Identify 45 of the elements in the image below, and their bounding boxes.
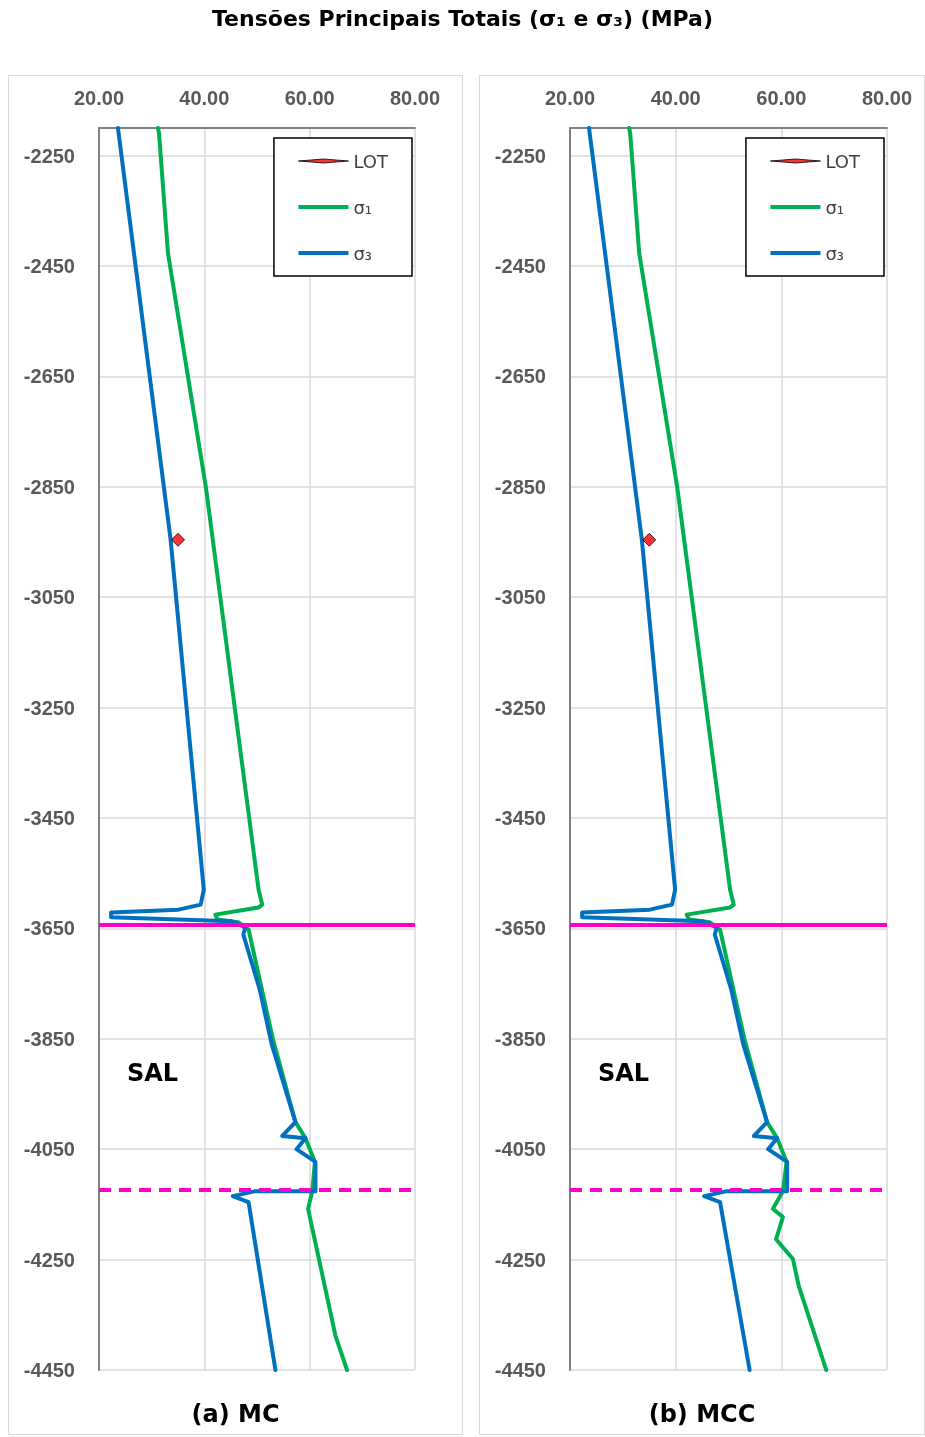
y-tick-label: -3850 [494,1027,546,1050]
y-tick-label: -2650 [494,365,546,388]
y-tick-label: -2250 [494,144,546,167]
x-tick-label: 60.00 [756,87,807,109]
y-tick-label: -4250 [23,1248,75,1271]
y-tick-label: -3050 [23,586,75,609]
y-tick-label: -4050 [494,1138,546,1161]
x-tick-label: 20.00 [73,87,125,109]
y-tick-label: -2450 [23,255,75,277]
y-tick-label: -3050 [494,586,546,609]
annotation: SAL [127,1059,179,1087]
y-tick-label: -2250 [23,144,75,167]
x-tick-label: 60.00 [284,87,335,109]
y-tick-label: -2850 [23,475,75,498]
x-tick-label: 80.00 [389,87,441,109]
y-tick-label: -2450 [494,255,546,277]
line-series [580,126,790,1372]
x-tick-label: 40.00 [179,87,230,109]
text: (b) MCC [648,1400,756,1428]
annotation: SAL [598,1059,650,1087]
legend-label: LOT [353,150,389,172]
y-tick-label: -4050 [23,1138,75,1161]
x-tick-label: 40.00 [650,87,701,109]
y-tick-label: -3250 [23,696,75,719]
x-tick-label: 80.00 [861,87,913,109]
legend-label: σ₁ [825,196,845,218]
y-tick-label: -2850 [494,475,546,498]
y-tick-label: -3450 [494,807,546,829]
text: (a) MC [191,1400,280,1428]
y-tick-label: -4450 [494,1359,546,1381]
y-tick-label: -3250 [494,696,546,719]
text: Tensões Principais Totais (σ₁ e σ₃) (MPa) [211,6,714,31]
legend-label: σ₃ [353,242,373,264]
line-series [109,126,318,1372]
legend-label: LOT [825,150,861,172]
y-tick-label: -3850 [23,1027,75,1050]
y-tick-label: -3450 [23,807,75,829]
legend-label: σ₁ [353,196,373,218]
y-tick-label: -4450 [23,1359,75,1381]
x-tick-label: 20.00 [544,87,596,109]
y-tick-label: -3650 [23,917,75,940]
legend-label: σ₃ [825,242,845,264]
y-tick-label: -3650 [494,917,546,940]
y-tick-label: -4250 [494,1248,546,1271]
y-tick-label: -2650 [23,365,75,388]
